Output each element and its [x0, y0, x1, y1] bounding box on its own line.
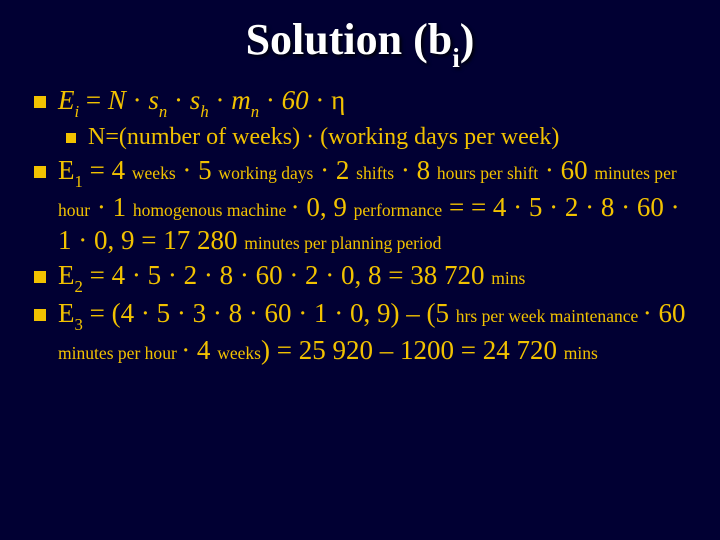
text-segment: · [309, 85, 332, 115]
title-prefix: Solution (b [246, 15, 453, 64]
text-segment: ) = 25 920 – 1200 = 24 720 [261, 335, 564, 365]
text-segment: 1 [75, 172, 83, 191]
text-segment: E [58, 155, 75, 185]
text-segment: n [251, 102, 259, 121]
text-segment: weeks [217, 343, 261, 363]
text-segment: m [231, 85, 251, 115]
text-segment: = 4 · 5 · 2 · 8 · 60 · 2 · 0, 8 = 38 720 [83, 260, 491, 290]
text-segment: shifts [356, 163, 394, 183]
slide-body: Ei = N · sn · sh · mn · 60 · ηN=(number … [28, 80, 692, 367]
text-segment: hrs per week maintenance [456, 306, 643, 326]
slide-title: Solution (bi) [28, 16, 692, 80]
text-segment: · [259, 85, 282, 115]
slide: Solution (bi) Ei = N · sn · sh · mn · 60… [0, 0, 720, 540]
text-segment: · [126, 85, 149, 115]
bullet-item: E3 = (4 · 5 · 3 · 8 · 60 · 1 · 0, 9) – (… [28, 297, 692, 367]
text-segment: N=(number of weeks) · (working days per … [88, 124, 559, 150]
text-segment: hours per shift [437, 163, 538, 183]
text-segment: η [331, 85, 345, 115]
bullet-item: Ei = N · sn · sh · mn · 60 · η [28, 84, 692, 121]
text-segment: · 2 [313, 155, 356, 185]
text-segment: · 60 [538, 155, 594, 185]
text-segment: minutes per hour [58, 343, 181, 363]
text-segment: 3 [75, 315, 83, 334]
text-segment: mins [564, 343, 598, 363]
text-segment: weeks [132, 163, 176, 183]
text-segment: N [108, 85, 126, 115]
bullet-item: E1 = 4 weeks · 5 working days · 2 shifts… [28, 154, 692, 257]
text-segment: h [200, 102, 208, 121]
text-segment: · [209, 85, 232, 115]
text-segment: 60 [282, 85, 309, 115]
bullet-list: Ei = N · sn · sh · mn · 60 · ηN=(number … [28, 84, 692, 367]
text-segment: · 4 [181, 335, 217, 365]
text-segment: = [442, 192, 471, 222]
text-segment: performance [354, 200, 443, 220]
text-segment: minutes per planning period [244, 233, 441, 253]
text-segment: · 1 [90, 192, 133, 222]
text-segment: 2 [75, 277, 83, 296]
text-segment: = 4 [83, 155, 132, 185]
text-segment: · 0, 9 [291, 192, 354, 222]
text-segment: · 5 [176, 155, 219, 185]
text-segment: working days [218, 163, 313, 183]
title-subscript: i [452, 43, 460, 73]
text-segment: · 8 [394, 155, 437, 185]
title-suffix: ) [460, 15, 475, 64]
text-segment: E [58, 260, 75, 290]
text-segment: E [58, 298, 75, 328]
text-segment: = (4 · 5 · 3 · 8 · 60 · 1 · 0, 9) – (5 [83, 298, 456, 328]
text-segment: s [148, 85, 159, 115]
text-segment: homogenous machine [133, 200, 291, 220]
bullet-item: E2 = 4 · 5 · 2 · 8 · 60 · 2 · 0, 8 = 38 … [28, 259, 692, 296]
text-segment: · [167, 85, 190, 115]
text-segment: = [79, 85, 108, 115]
text-segment: s [190, 85, 201, 115]
text-segment: E [58, 85, 75, 115]
text-segment: mins [491, 268, 525, 288]
text-segment: n [159, 102, 167, 121]
bullet-item: N=(number of weeks) · (working days per … [28, 123, 692, 152]
text-segment: i [75, 102, 80, 121]
text-segment: · 60 [643, 298, 686, 328]
